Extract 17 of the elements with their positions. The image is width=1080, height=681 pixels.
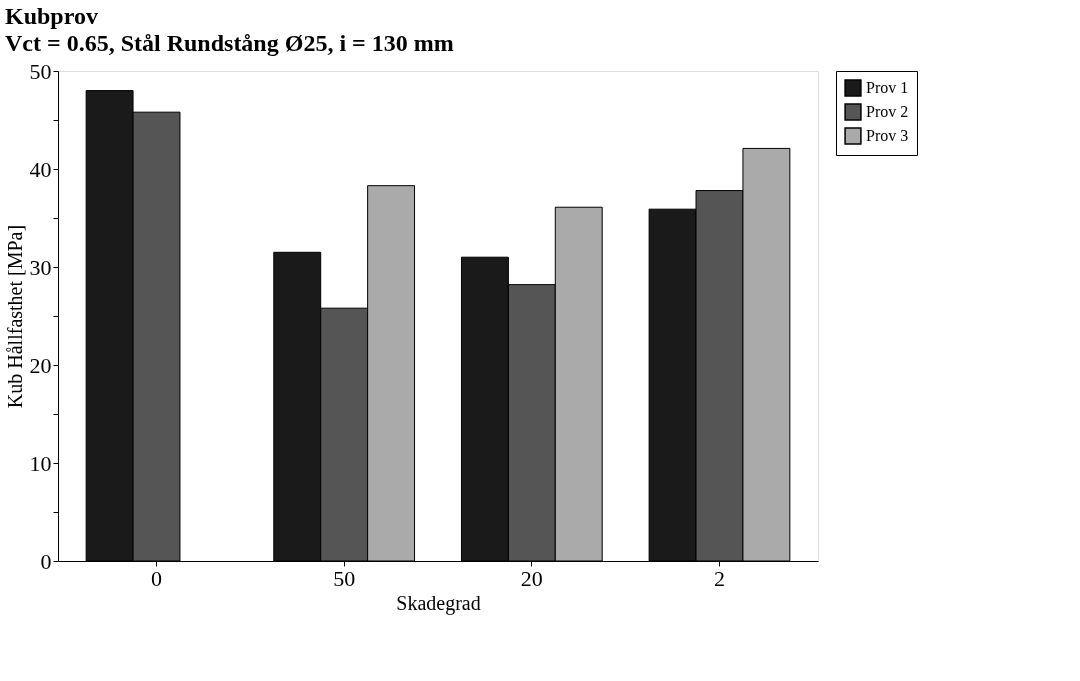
x-tick-label: 2 (713, 565, 725, 591)
x-tick-label: 20 (520, 565, 543, 591)
chart-title: Kubprov (5, 3, 98, 29)
x-tick-label: 50 (333, 565, 356, 591)
x-tick-label: 0 (151, 565, 163, 591)
chart-subtitle: Vct = 0.65, Stål Rundstång Ø25, i = 130 mm (5, 30, 454, 56)
y-tick-label: 10 (29, 450, 52, 476)
x-axis-title: Skadegrad (396, 591, 481, 615)
y-tick-label: 50 (29, 58, 52, 84)
legend-label: Prov 2 (866, 103, 909, 120)
y-tick-label: 40 (29, 156, 52, 182)
y-tick-label: 20 (29, 352, 52, 378)
y-tick-label: 0 (40, 548, 52, 574)
legend-label: Prov 3 (866, 127, 909, 144)
legend-label: Prov 1 (866, 79, 909, 96)
y-axis-title: Kub Hållfasthet [MPa] (3, 224, 26, 409)
y-tick-label: 30 (29, 254, 52, 280)
